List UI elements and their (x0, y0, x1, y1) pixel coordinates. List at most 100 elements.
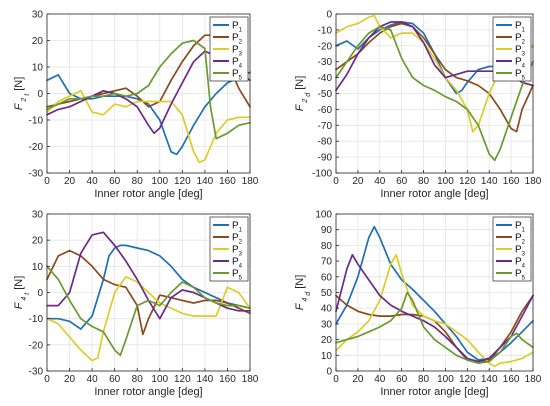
series-line-p2 (335, 294, 534, 364)
y-tick-label: 0 (326, 10, 332, 21)
y-axis-label: F 4 t [N] (13, 276, 31, 310)
x-axis-label: Inner rotor angle [deg] (94, 386, 202, 398)
y-tick-label: -40 (318, 73, 333, 84)
y-tick-label: 0 (326, 367, 332, 378)
legend-label-p4: P4 (232, 57, 243, 70)
legend-label-p1: P1 (515, 21, 526, 34)
y-tick-label: -90 (318, 153, 333, 164)
x-tick-label: 20 (352, 176, 364, 187)
x-tick-label: 20 (352, 374, 364, 385)
x-tick-label: 40 (374, 374, 386, 385)
y-tick-label: 10 (321, 351, 333, 362)
x-tick-label: 80 (418, 176, 430, 187)
y-tick-label: 20 (32, 36, 44, 47)
x-tick-label: 0 (44, 374, 50, 385)
x-axis-label: Inner rotor angle [deg] (380, 386, 488, 398)
x-tick-label: 100 (437, 176, 454, 187)
legend-label-p3: P3 (515, 245, 526, 258)
x-tick-label: 140 (197, 176, 214, 187)
legend-label-p5: P5 (515, 269, 526, 282)
y-tick-label: -100 (312, 169, 332, 180)
y-tick-label: -10 (318, 25, 333, 36)
x-tick-label: 80 (132, 374, 144, 385)
x-tick-label: 20 (64, 374, 76, 385)
y-tick-label: -20 (29, 340, 44, 351)
x-tick-label: 0 (333, 176, 339, 187)
legend-label-p3: P3 (515, 45, 526, 58)
y-tick-label: 30 (32, 10, 44, 21)
x-tick-label: 160 (503, 374, 520, 385)
y-tick-label: 0 (37, 288, 43, 299)
legend-label-p3: P3 (232, 45, 243, 58)
x-tick-label: 60 (396, 374, 408, 385)
x-tick-label: 120 (174, 176, 191, 187)
series-line-p5 (46, 39, 251, 140)
y-tick-label: 70 (321, 257, 333, 268)
x-tick-label: 0 (333, 374, 339, 385)
x-tick-label: 40 (374, 176, 386, 187)
y-axis-label: F 2 t [N] (13, 77, 31, 111)
x-tick-label: 140 (481, 176, 498, 187)
x-tick-label: 40 (87, 374, 99, 385)
x-tick-label: 60 (109, 374, 121, 385)
y-tick-label: 30 (32, 210, 44, 221)
x-tick-label: 60 (109, 176, 121, 187)
y-tick-label: -20 (318, 41, 333, 52)
x-tick-label: 20 (64, 176, 76, 187)
y-tick-label: 20 (321, 335, 333, 346)
legend-label-p1: P1 (232, 21, 243, 34)
y-tick-label: 40 (321, 304, 333, 315)
x-axis-label: Inner rotor angle [deg] (94, 188, 202, 200)
x-tick-label: 80 (132, 176, 144, 187)
legend-label-p1: P1 (515, 221, 526, 234)
series-line-p1 (46, 244, 251, 330)
y-tick-label: 30 (321, 319, 333, 330)
x-tick-label: 160 (219, 374, 236, 385)
y-axis-label: F 4 d [N] (294, 275, 312, 311)
y-tick-label: -10 (29, 314, 44, 325)
x-tick-label: 140 (197, 374, 214, 385)
y-tick-label: 10 (32, 63, 44, 74)
legend-label-p1: P1 (232, 221, 243, 234)
x-tick-label: 60 (396, 176, 408, 187)
x-tick-label: 80 (418, 374, 430, 385)
legend-label-p2: P2 (232, 33, 243, 46)
legend-label-p4: P4 (515, 57, 526, 70)
y-tick-label: -10 (29, 116, 44, 127)
legend-label-p5: P5 (515, 69, 526, 82)
y-tick-label: -30 (318, 57, 333, 68)
legend-label-p4: P4 (515, 257, 526, 270)
series-line-p2 (46, 249, 251, 336)
legend-label-p3: P3 (232, 245, 243, 258)
legend-label-p2: P2 (515, 33, 526, 46)
chart-panel-1: 0 20 40 60 80 100 120 140 160 180 -30 -20 -10 0 10 20 30… (13, 10, 259, 201)
x-tick-label: 120 (459, 176, 476, 187)
series-line-p5 (46, 265, 251, 357)
y-tick-label: -60 (318, 105, 333, 116)
series-line-p5 (335, 291, 534, 364)
x-tick-label: 180 (242, 176, 259, 187)
series-line-p3 (46, 89, 251, 164)
x-tick-label: 140 (481, 374, 498, 385)
series-line-p4 (335, 253, 534, 363)
y-axis-label: F 2 d [N] (294, 76, 312, 112)
y-tick-label: -50 (318, 89, 333, 100)
x-tick-label: 100 (151, 374, 168, 385)
series-line-p2 (335, 22, 534, 133)
y-tick-label: -20 (29, 142, 44, 153)
y-tick-label: -30 (29, 169, 44, 180)
x-tick-label: 180 (242, 374, 259, 385)
legend-label-p5: P5 (232, 269, 243, 282)
y-tick-label: 0 (37, 89, 43, 100)
x-tick-label: 100 (151, 176, 168, 187)
x-tick-label: 180 (525, 176, 542, 187)
y-tick-label: -80 (318, 137, 333, 148)
x-tick-label: 0 (44, 176, 50, 187)
x-tick-label: 180 (525, 374, 542, 385)
x-tick-label: 160 (219, 176, 236, 187)
legend-label-p2: P2 (515, 233, 526, 246)
